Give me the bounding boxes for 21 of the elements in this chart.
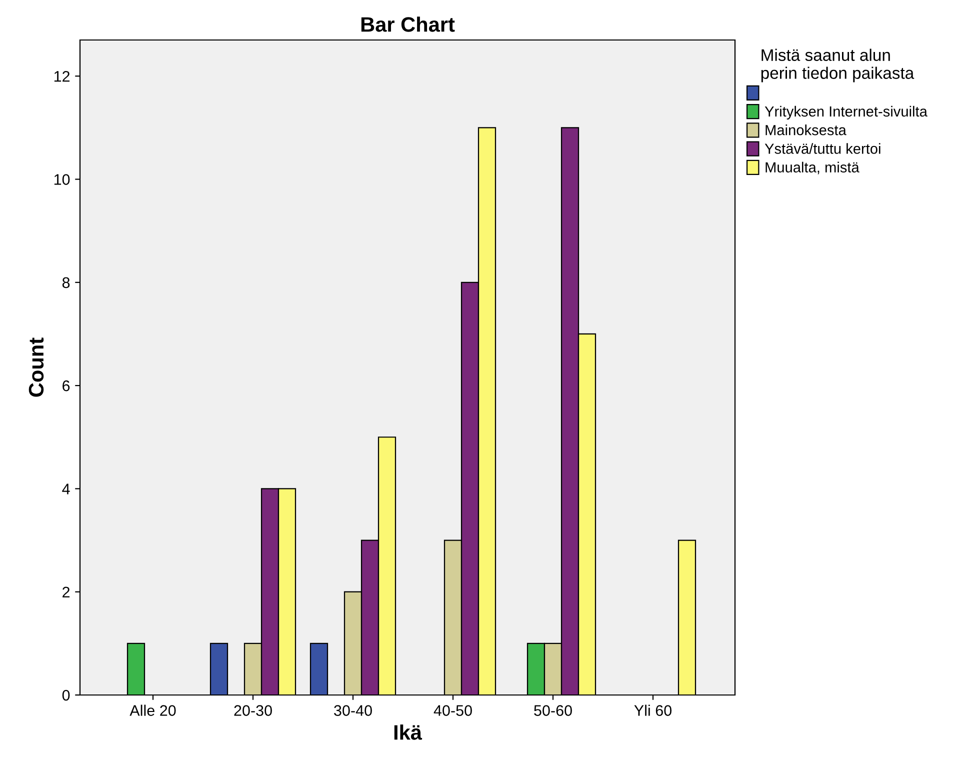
- y-tick-label: 6: [62, 380, 70, 392]
- y-tick-label: 2: [62, 586, 70, 598]
- legend-title: Mistä saanut alun perin tiedon paikasta: [761, 48, 914, 82]
- legend-label: Yrityksen Internet-sivuilta: [764, 106, 928, 120]
- y-tick-label: 8: [62, 277, 70, 288]
- y-tick-label: 0: [62, 690, 70, 701]
- x-tick-label: 50-60: [534, 705, 572, 716]
- y-tick-label: 4: [62, 484, 70, 494]
- legend-label: Ystävä/tuttu kertoi: [764, 143, 880, 154]
- legend-label: Muualta, mistä: [766, 162, 860, 174]
- x-tick-label: 40-50: [434, 705, 472, 716]
- x-tick-label: 20-30: [234, 705, 272, 716]
- legend-label: Mainoksesta: [766, 124, 846, 136]
- x-tick-label: 30-40: [334, 705, 372, 716]
- x-axis-title: Ikä: [394, 724, 422, 740]
- x-tick-label: Yli 60: [634, 704, 672, 716]
- chart-title: Bar Chart: [361, 16, 455, 32]
- y-tick-label: 10: [54, 174, 70, 185]
- y-axis-title: Count: [28, 338, 44, 397]
- y-tick-label: 12: [54, 70, 70, 82]
- x-tick-label: Alle 20: [130, 704, 176, 716]
